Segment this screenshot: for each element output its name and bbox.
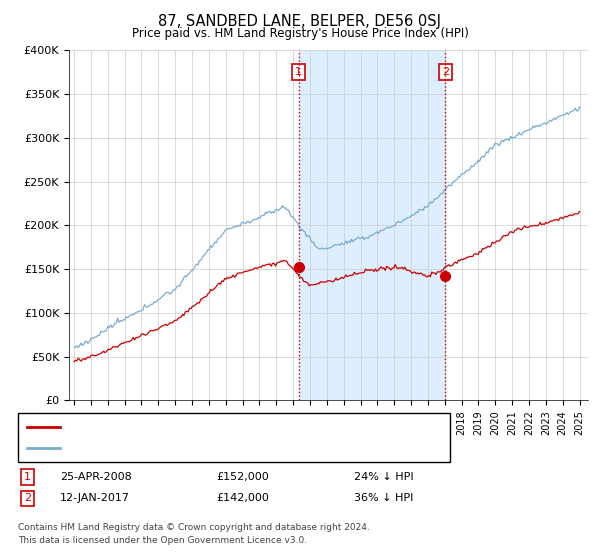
- Text: 2: 2: [24, 493, 31, 503]
- Text: £152,000: £152,000: [216, 472, 269, 482]
- Text: Contains HM Land Registry data © Crown copyright and database right 2024.: Contains HM Land Registry data © Crown c…: [18, 523, 370, 532]
- Text: 87, SANDBED LANE, BELPER, DE56 0SJ (detached house): 87, SANDBED LANE, BELPER, DE56 0SJ (deta…: [66, 422, 362, 432]
- Text: £142,000: £142,000: [216, 493, 269, 503]
- Text: 36% ↓ HPI: 36% ↓ HPI: [354, 493, 413, 503]
- Text: Price paid vs. HM Land Registry's House Price Index (HPI): Price paid vs. HM Land Registry's House …: [131, 27, 469, 40]
- Text: HPI: Average price, detached house, Amber Valley: HPI: Average price, detached house, Ambe…: [66, 443, 328, 453]
- Text: This data is licensed under the Open Government Licence v3.0.: This data is licensed under the Open Gov…: [18, 536, 307, 545]
- Bar: [299, 50, 445, 400]
- Text: 2: 2: [442, 67, 449, 77]
- Text: 87, SANDBED LANE, BELPER, DE56 0SJ: 87, SANDBED LANE, BELPER, DE56 0SJ: [158, 14, 442, 29]
- Text: 1: 1: [24, 472, 31, 482]
- Text: 25-APR-2008: 25-APR-2008: [60, 472, 132, 482]
- Text: 12-JAN-2017: 12-JAN-2017: [60, 493, 130, 503]
- Text: 24% ↓ HPI: 24% ↓ HPI: [354, 472, 413, 482]
- Text: 1: 1: [295, 67, 302, 77]
